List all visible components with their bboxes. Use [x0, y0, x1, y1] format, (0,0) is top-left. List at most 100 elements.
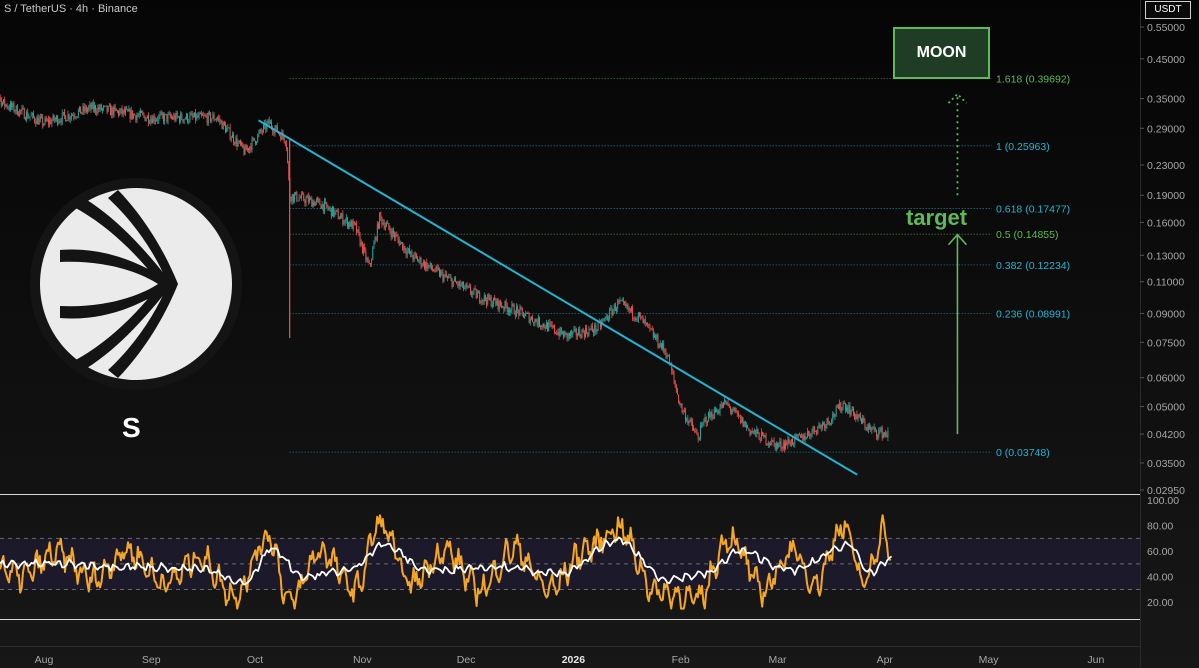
candle-body: [629, 308, 631, 312]
candle-body: [827, 418, 829, 422]
candle-body: [621, 300, 623, 302]
candle-body: [449, 277, 451, 278]
candle-body: [88, 107, 90, 110]
candle-body: [275, 125, 277, 129]
candle-body: [28, 117, 30, 119]
candle-body: [468, 286, 470, 287]
candle-body: [273, 131, 275, 134]
candle-body: [230, 137, 232, 140]
candle-body: [317, 198, 318, 200]
candle-body: [567, 333, 569, 339]
candle-body: [474, 288, 476, 290]
candle-body: [596, 329, 598, 332]
candle-body: [570, 331, 571, 336]
candle-body: [229, 127, 231, 140]
candle-body: [490, 297, 492, 307]
candle-body: [284, 141, 286, 144]
candle-body: [57, 116, 59, 125]
candle-body: [703, 419, 705, 424]
candle-body: [729, 406, 731, 411]
candle-body: [389, 228, 391, 232]
candle-body: [66, 120, 68, 122]
candle-body: [794, 435, 796, 445]
candle-body: [303, 193, 305, 201]
fib-label: 1 (0.25963): [996, 141, 1050, 153]
candle-body: [213, 114, 215, 120]
candle-body: [658, 346, 660, 348]
candle-body: [583, 331, 585, 337]
candle-body: [160, 112, 162, 115]
candle-body: [190, 113, 192, 115]
candle-body: [568, 333, 570, 336]
candle-body: [59, 120, 61, 122]
candle-body: [77, 110, 79, 117]
candle-body: [656, 335, 658, 340]
candle-body: [594, 324, 596, 333]
trendline[interactable]: [258, 119, 858, 476]
candle-body: [534, 319, 536, 324]
candle-body: [258, 132, 260, 135]
candle-body: [847, 407, 849, 413]
candle-body: [294, 194, 295, 201]
symbol-header[interactable]: S / TetherUS · 4h · Binance: [4, 3, 138, 15]
candle-body: [330, 207, 332, 217]
candle-body: [705, 417, 707, 424]
candle-body: [463, 281, 465, 289]
candle-body: [505, 301, 507, 307]
candle-body: [689, 419, 691, 422]
candle-body: [43, 123, 45, 126]
moon-arrow-head: [947, 92, 968, 104]
candle-body: [21, 108, 23, 111]
candle-body: [172, 117, 174, 120]
candle-body: [452, 280, 454, 287]
candle-body: [739, 415, 741, 417]
candle-body: [106, 105, 108, 112]
candle-body: [269, 122, 271, 124]
x-tick-label: Apr: [877, 654, 894, 666]
candle-body: [228, 127, 230, 129]
candle-body: [626, 304, 628, 307]
candle-body: [445, 273, 447, 277]
candle-body: [296, 192, 298, 201]
candle-body: [411, 251, 413, 257]
candle-body: [509, 310, 511, 313]
candle-body: [375, 237, 377, 240]
candle-body: [457, 283, 459, 286]
candle-body: [211, 118, 213, 122]
candle-body: [742, 417, 744, 427]
candle-body: [663, 343, 665, 350]
candle-body: [73, 115, 75, 117]
candle-body: [360, 241, 362, 246]
candle-body: [240, 140, 241, 145]
candle-body: [576, 335, 578, 337]
currency-label[interactable]: USDT: [1145, 1, 1191, 19]
candle-body: [696, 431, 698, 436]
candle-body: [755, 430, 757, 435]
candle-body: [713, 408, 715, 419]
candle-body: [144, 116, 146, 121]
candle-body: [476, 293, 478, 298]
candle-body: [16, 105, 18, 115]
candle-body: [501, 305, 502, 308]
candle-body: [506, 306, 508, 312]
candle-body: [572, 331, 574, 335]
fib-levels[interactable]: 1.618 (0.39692) 1 (0.25963) 0.618 (0.17477…: [289, 74, 1070, 459]
candle-body: [458, 281, 460, 286]
candle-body: [666, 356, 668, 358]
candle-body: [735, 409, 737, 413]
candle-body: [305, 198, 307, 204]
candle-body: [808, 431, 810, 434]
candle-body: [483, 295, 485, 302]
candle-body: [680, 404, 682, 406]
x-tick-label: Dec: [457, 654, 476, 666]
candle-body: [790, 439, 792, 446]
candle-body: [276, 125, 278, 133]
candle-body: [486, 300, 488, 305]
candle-body: [803, 435, 805, 441]
candle-body: [624, 301, 626, 304]
candle-body: [405, 251, 407, 255]
candle-body: [851, 406, 853, 412]
candle-body: [487, 294, 489, 305]
candle-body: [795, 434, 797, 436]
